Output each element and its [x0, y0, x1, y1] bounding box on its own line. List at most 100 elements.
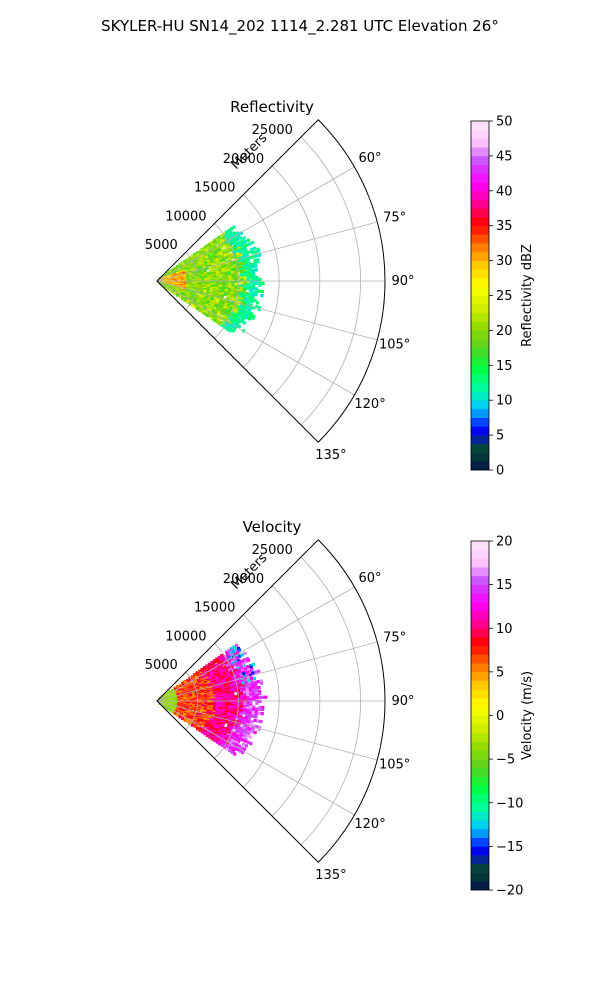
echo-gate	[248, 712, 252, 716]
echo-gate	[204, 695, 208, 699]
echo-gate	[247, 295, 252, 300]
colorbar-segment	[471, 278, 489, 288]
echo-gate	[239, 315, 243, 319]
echo-gate	[249, 694, 253, 698]
echo-gate	[224, 267, 228, 271]
echo-gate	[258, 689, 262, 694]
echo-gate	[244, 717, 248, 721]
azimuth-spoke	[156, 280, 355, 396]
range-tick-label: 5000	[145, 658, 178, 673]
azimuth-tick-label: 120°	[354, 397, 385, 412]
echo-gate	[246, 691, 250, 695]
echo-gate	[229, 671, 233, 675]
echo-gate	[246, 698, 250, 702]
colorbar-segment	[471, 426, 489, 436]
azimuth-tick-label: 60°	[359, 571, 382, 586]
echo-gate	[211, 683, 215, 687]
echo-gate	[246, 708, 250, 712]
echo-gate	[227, 265, 231, 269]
colorbar-segment	[471, 654, 489, 664]
echo-gate	[261, 705, 265, 710]
echo-gate	[202, 292, 206, 296]
echo-gate	[215, 728, 220, 732]
echo-gate	[241, 681, 245, 685]
echo-gate	[240, 696, 244, 700]
echo-gate	[255, 305, 259, 309]
azimuth-tick-label: 90°	[391, 694, 414, 709]
echo-gate	[243, 651, 247, 655]
echo-gate	[229, 227, 234, 231]
echo-gate	[244, 298, 248, 302]
echo-gate	[236, 732, 241, 736]
echo-gate	[231, 286, 235, 291]
echo-gate	[231, 275, 235, 279]
colorbar-tick-label: −5	[496, 753, 515, 768]
range-tick-label: 15000	[194, 601, 235, 616]
echo-gate	[244, 728, 249, 732]
echo-gate	[247, 299, 251, 303]
echo-gate	[245, 314, 250, 318]
colorbar-segment	[471, 663, 489, 673]
echo-gate	[218, 267, 222, 271]
echo-gate	[212, 728, 216, 732]
echo-gate	[204, 277, 208, 281]
echo-gate	[188, 721, 192, 726]
colorbar-segment	[471, 208, 489, 218]
colorbar-segment	[471, 794, 489, 804]
echo-gate	[208, 735, 212, 739]
echo-gate	[245, 291, 249, 296]
echo-gate	[248, 727, 252, 731]
echo-gate	[215, 271, 220, 275]
echo-gate	[217, 293, 222, 297]
echo-gate	[251, 263, 255, 267]
echo-gate	[246, 302, 250, 307]
colorbar-segment	[471, 190, 489, 200]
echo-gate	[249, 675, 253, 679]
echo-gate	[203, 732, 207, 736]
colorbar-segment	[471, 724, 489, 734]
colorbar-tick-label: −10	[496, 796, 523, 811]
echo-gate	[192, 281, 196, 285]
echo-gate	[221, 289, 225, 294]
echo-gate	[252, 676, 256, 681]
echo-gate	[254, 670, 258, 674]
echo-gate	[210, 241, 214, 245]
echo-gate	[233, 726, 237, 730]
echo-gate	[243, 677, 247, 681]
velocity-panel: Velocity 5000 10000 15000 20000 25000 60° 75° 90…	[145, 518, 535, 899]
colorbar-tick-label: 10	[496, 394, 513, 409]
azimuth-tick-label: 75°	[383, 210, 406, 225]
echo-gate	[218, 322, 222, 326]
echo-gate	[225, 272, 229, 277]
echo-gate	[221, 248, 225, 252]
echo-gate	[248, 265, 252, 269]
echo-gate	[255, 287, 259, 291]
colorbar-segment	[471, 567, 489, 577]
echo-gate	[246, 706, 250, 710]
colorbar-tick-label: −20	[496, 884, 523, 899]
echo-gate	[245, 715, 249, 719]
echo-gate	[245, 710, 249, 714]
echo-gate	[247, 730, 251, 734]
echo-gate	[195, 307, 200, 311]
echo-gate	[241, 318, 245, 322]
colorbar-segment	[471, 173, 489, 183]
echo-gate	[241, 679, 245, 683]
echo-gate	[204, 280, 208, 284]
echo-gate	[251, 663, 255, 667]
echo-gate	[239, 685, 243, 689]
echo-gate	[243, 257, 247, 261]
echo-gate	[205, 313, 209, 317]
echo-gate	[246, 281, 250, 285]
echo-gate	[225, 321, 229, 325]
echo-gate	[254, 264, 258, 268]
echo-gate	[220, 743, 224, 748]
echo-gate	[251, 684, 255, 689]
echo-gate	[202, 676, 206, 680]
echo-gate	[213, 673, 218, 677]
echo-gate	[237, 246, 241, 250]
echo-gate	[200, 298, 204, 302]
echo-gate	[243, 747, 247, 751]
echo-gate	[247, 668, 251, 672]
colorbar-segment	[471, 138, 489, 148]
